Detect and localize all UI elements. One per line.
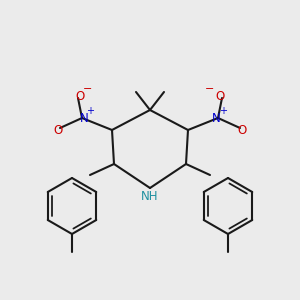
- Text: O: O: [75, 89, 85, 103]
- Text: +: +: [86, 106, 94, 116]
- Text: N: N: [212, 112, 220, 125]
- Text: O: O: [237, 124, 247, 137]
- Text: N: N: [80, 112, 88, 125]
- Text: NH: NH: [141, 190, 159, 203]
- Text: O: O: [53, 124, 63, 137]
- Text: +: +: [219, 106, 227, 116]
- Text: −: −: [205, 84, 215, 94]
- Text: −: −: [83, 84, 93, 94]
- Text: O: O: [215, 89, 225, 103]
